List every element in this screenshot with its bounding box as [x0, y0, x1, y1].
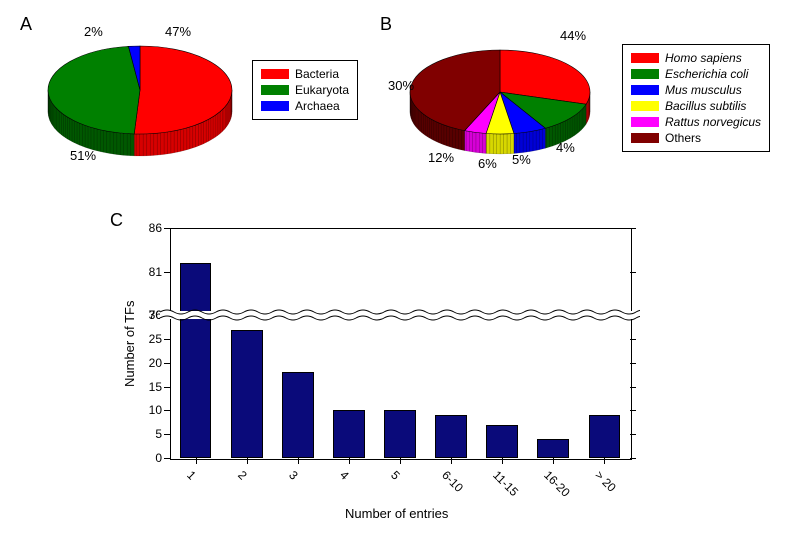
- pct-label: 2%: [84, 24, 103, 39]
- axis-break: [160, 305, 640, 325]
- ytick-label: 81: [132, 265, 162, 279]
- xtick-label: > 20: [593, 468, 620, 495]
- ytick-mark: [164, 339, 170, 340]
- ytick-mark: [164, 387, 170, 388]
- xtick-mark: [349, 458, 350, 464]
- ytick-mark: [164, 272, 170, 273]
- bar: [537, 439, 569, 458]
- y-axis-title: Number of TFs: [122, 301, 137, 387]
- xtick-label: 16-20: [541, 468, 573, 500]
- ytick-mark: [164, 363, 170, 364]
- ytick-mark: [630, 434, 636, 435]
- ytick-label: 0: [132, 451, 162, 465]
- bar: [384, 410, 416, 458]
- bar: [180, 263, 212, 458]
- ytick-mark: [630, 410, 636, 411]
- bar: [333, 410, 365, 458]
- xtick-mark: [400, 458, 401, 464]
- ytick-mark: [630, 272, 636, 273]
- pct-label: 4%: [556, 140, 575, 155]
- xtick-label: 2: [235, 468, 250, 483]
- xtick-label: 3: [286, 468, 301, 483]
- xtick-mark: [553, 458, 554, 464]
- ytick-mark: [630, 363, 636, 364]
- ytick-mark: [630, 228, 636, 229]
- pct-label: 12%: [428, 150, 454, 165]
- ytick-mark: [164, 228, 170, 229]
- xtick-mark: [451, 458, 452, 464]
- x-axis-title: Number of entries: [345, 506, 448, 521]
- xtick-label: 5: [388, 468, 403, 483]
- ytick-mark: [630, 339, 636, 340]
- ytick-label: 10: [132, 403, 162, 417]
- xtick-mark: [298, 458, 299, 464]
- bar: [486, 425, 518, 458]
- ytick-label: 86: [132, 221, 162, 235]
- ytick-mark: [164, 410, 170, 411]
- bar: [231, 330, 263, 458]
- bar: [589, 415, 621, 458]
- ytick-mark: [630, 387, 636, 388]
- xtick-mark: [196, 458, 197, 464]
- pct-label: 47%: [165, 24, 191, 39]
- ytick-mark: [164, 458, 170, 459]
- ytick-mark: [164, 434, 170, 435]
- ytick-label: 5: [132, 427, 162, 441]
- xtick-mark: [502, 458, 503, 464]
- ytick-mark: [630, 458, 636, 459]
- xtick-label: 11-15: [490, 468, 521, 499]
- pct-label: 6%: [478, 156, 497, 171]
- xtick-label: 1: [184, 468, 199, 483]
- pct-label: 5%: [512, 152, 531, 167]
- xtick-mark: [247, 458, 248, 464]
- xtick-mark: [604, 458, 605, 464]
- bar: [282, 372, 314, 458]
- bar: [435, 415, 467, 458]
- xtick-label: 4: [337, 468, 352, 483]
- pct-label: 51%: [70, 148, 96, 163]
- pct-label: 44%: [560, 28, 586, 43]
- pct-label: 30%: [388, 78, 414, 93]
- xtick-label: 6-10: [439, 468, 466, 495]
